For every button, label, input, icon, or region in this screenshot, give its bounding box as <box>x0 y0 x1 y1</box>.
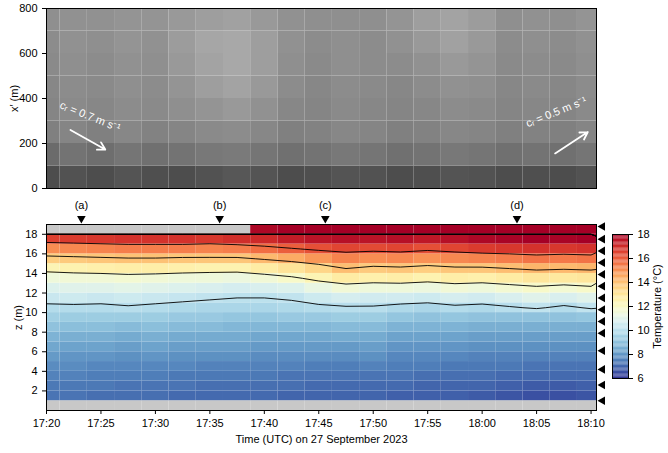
svg-text:(c): (c) <box>319 199 332 211</box>
svg-text:Temperature (°C): Temperature (°C) <box>651 264 663 348</box>
svg-text:17:50: 17:50 <box>359 417 387 429</box>
svg-text:18:00: 18:00 <box>468 417 496 429</box>
svg-text:14: 14 <box>25 267 37 279</box>
svg-text:(b): (b) <box>213 199 226 211</box>
svg-text:8: 8 <box>638 348 644 360</box>
svg-text:17:45: 17:45 <box>305 417 333 429</box>
svg-text:18:05: 18:05 <box>523 417 551 429</box>
svg-text:17:25: 17:25 <box>87 417 115 429</box>
svg-text:x′ (m): x′ (m) <box>8 85 20 112</box>
svg-text:12: 12 <box>25 287 37 299</box>
svg-text:6: 6 <box>638 372 644 384</box>
svg-text:400: 400 <box>19 92 37 104</box>
svg-text:12: 12 <box>638 300 650 312</box>
svg-text:14: 14 <box>638 276 650 288</box>
svg-text:cᵣ = 0.7 m s⁻¹: cᵣ = 0.7 m s⁻¹ <box>58 98 123 133</box>
svg-text:18: 18 <box>638 228 650 240</box>
svg-text:z (m): z (m) <box>12 305 24 330</box>
svg-text:18: 18 <box>25 228 37 240</box>
svg-text:(a): (a) <box>75 199 88 211</box>
svg-text:(d): (d) <box>510 199 523 211</box>
svg-text:18:10: 18:10 <box>577 417 605 429</box>
svg-text:800: 800 <box>19 2 37 14</box>
svg-text:17:20: 17:20 <box>33 417 61 429</box>
svg-text:2: 2 <box>31 384 37 396</box>
svg-text:600: 600 <box>19 47 37 59</box>
svg-text:0: 0 <box>31 182 37 194</box>
svg-text:17:30: 17:30 <box>142 417 170 429</box>
svg-text:17:40: 17:40 <box>251 417 279 429</box>
svg-text:17:55: 17:55 <box>414 417 442 429</box>
svg-text:16: 16 <box>638 252 650 264</box>
svg-text:10: 10 <box>25 306 37 318</box>
svg-text:8: 8 <box>31 326 37 338</box>
svg-text:6: 6 <box>31 345 37 357</box>
svg-text:10: 10 <box>638 324 650 336</box>
svg-text:4: 4 <box>31 365 37 377</box>
svg-text:cᵣ = 0.5 m s⁻¹: cᵣ = 0.5 m s⁻¹ <box>524 94 589 129</box>
svg-text:16: 16 <box>25 247 37 259</box>
svg-text:Time (UTC) on 27 September 202: Time (UTC) on 27 September 2023 <box>236 433 408 445</box>
svg-text:17:35: 17:35 <box>196 417 224 429</box>
svg-text:200: 200 <box>19 137 37 149</box>
